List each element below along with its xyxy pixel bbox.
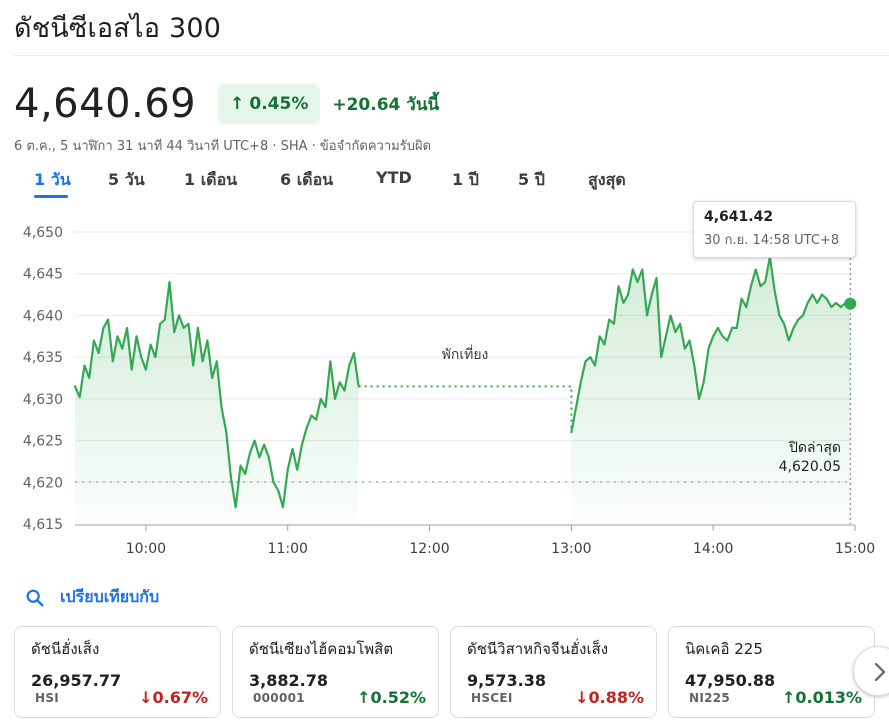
card-change: ↓0.67% bbox=[139, 688, 208, 707]
series-area-1 bbox=[75, 282, 359, 524]
compare-link[interactable]: เปรียบเทียบกับ bbox=[24, 585, 159, 610]
card-name: ดัชนีฮั่งเส็ง bbox=[31, 640, 100, 658]
tab-1-month[interactable]: 1 เดือน bbox=[184, 170, 238, 189]
search-icon bbox=[26, 589, 44, 607]
card-change: ↑0.52% bbox=[357, 688, 426, 707]
arrow-up-icon: ↑ bbox=[230, 94, 245, 114]
card-change-value: 0.52% bbox=[370, 688, 426, 707]
compare-card-nikkei[interactable]: นิคเคอิ 225 47,950.88 NI225 ↑0.013% bbox=[668, 626, 875, 718]
tab-5-days[interactable]: 5 วัน bbox=[108, 170, 145, 189]
y-tick-label: 4,640 bbox=[23, 308, 63, 324]
series-line-1 bbox=[73, 281, 360, 509]
card-change: ↓0.88% bbox=[575, 688, 644, 707]
series-line-2 bbox=[570, 255, 852, 434]
card-symbol: 000001 bbox=[253, 690, 305, 705]
y-tick-label: 4,620 bbox=[23, 475, 63, 491]
chevron-right-icon bbox=[874, 662, 886, 682]
page-title: ดัชนีซีเอสไอ 300 bbox=[14, 13, 222, 44]
tooltip-value: 4,641.42 bbox=[704, 209, 774, 225]
series-area-2 bbox=[571, 257, 851, 524]
card-name: ดัชนีเซียงไฮ้คอมโพสิต bbox=[249, 640, 394, 658]
card-price: 9,573.38 bbox=[467, 671, 546, 690]
card-price: 3,882.78 bbox=[249, 671, 328, 690]
hover-point bbox=[844, 297, 857, 310]
card-symbol: HSI bbox=[35, 690, 60, 705]
x-tick-label: 13:00 bbox=[551, 541, 591, 557]
card-change-value: 0.013% bbox=[795, 688, 862, 707]
compare-card-hscei[interactable]: ดัชนีวิสาหกิจจีนฮั่งเส็ง 9,573.38 HSCEI … bbox=[450, 626, 657, 718]
x-tick-label: 14:00 bbox=[693, 541, 733, 557]
tooltip-time: 30 ก.ย. 14:58 UTC+8 bbox=[704, 233, 840, 248]
card-symbol: HSCEI bbox=[471, 690, 513, 705]
previous-close-value: 4,620.05 bbox=[779, 459, 841, 475]
price-row: 4,640.69 ↑ 0.45% +20.64 วันนี้ bbox=[14, 80, 439, 128]
change-percent-badge: ↑ 0.45% bbox=[218, 84, 321, 124]
current-price: 4,640.69 bbox=[14, 81, 197, 127]
y-tick-label: 4,630 bbox=[23, 392, 63, 408]
arrow-up-icon: ↑ bbox=[357, 688, 371, 707]
card-name: ดัชนีวิสาหกิจจีนฮั่งเส็ง bbox=[467, 640, 609, 658]
previous-close-label: ปิดล่าสุด bbox=[788, 440, 841, 456]
tab-6-months[interactable]: 6 เดือน bbox=[280, 170, 334, 189]
range-tabs: 1 วัน 5 วัน 1 เดือน 6 เดือน YTD 1 ปี 5 ป… bbox=[0, 168, 889, 198]
x-tick-label: 12:00 bbox=[409, 541, 449, 557]
x-tick-label: 11:00 bbox=[268, 541, 308, 557]
card-price: 47,950.88 bbox=[685, 671, 776, 690]
title-divider bbox=[14, 55, 889, 56]
y-tick-label: 4,635 bbox=[23, 350, 63, 366]
tab-5-years[interactable]: 5 ปี bbox=[518, 170, 545, 189]
compare-card-shanghai[interactable]: ดัชนีเซียงไฮ้คอมโพสิต 3,882.78 000001 ↑0… bbox=[232, 626, 439, 718]
compare-label: เปรียบเทียบกับ bbox=[60, 587, 160, 606]
card-change-value: 0.67% bbox=[152, 688, 208, 707]
arrow-up-icon: ↑ bbox=[781, 688, 796, 707]
tab-1-year[interactable]: 1 ปี bbox=[452, 170, 479, 189]
quote-meta: 6 ต.ค., 5 นาฬิกา 31 นาที 44 วินาที UTC+8… bbox=[14, 139, 432, 154]
lunch-break-line bbox=[358, 385, 573, 433]
arrow-down-icon: ↓ bbox=[575, 688, 589, 707]
y-tick-label: 4,625 bbox=[23, 434, 63, 450]
tab-max[interactable]: สูงสุด bbox=[588, 170, 626, 189]
chart-tooltip: 4,641.42 30 ก.ย. 14:58 UTC+8 bbox=[693, 201, 856, 258]
x-tick-label: 10:00 bbox=[126, 541, 166, 557]
card-change: ↑0.013% bbox=[782, 688, 862, 707]
y-tick-label: 4,650 bbox=[23, 225, 63, 241]
tab-ytd[interactable]: YTD bbox=[376, 168, 412, 187]
compare-card-hsi[interactable]: ดัชนีฮั่งเส็ง 26,957.77 HSI ↓0.67% bbox=[14, 626, 221, 718]
card-change-value: 0.88% bbox=[588, 688, 644, 707]
active-tab-indicator bbox=[34, 195, 68, 198]
change-percent: 0.45% bbox=[249, 94, 309, 114]
tab-1-day[interactable]: 1 วัน bbox=[34, 170, 71, 189]
card-name: นิคเคอิ 225 bbox=[685, 640, 763, 658]
x-tick-label: 15:00 bbox=[835, 541, 875, 557]
change-absolute: +20.64 วันนี้ bbox=[332, 94, 440, 115]
y-tick-label: 4,645 bbox=[23, 267, 63, 283]
card-price: 26,957.77 bbox=[31, 671, 122, 690]
card-symbol: NI225 bbox=[689, 690, 731, 705]
lunch-break-label: พักเที่ยง bbox=[442, 345, 489, 363]
price-chart[interactable]: 4,650 4,645 4,640 4,635 4,630 4,625 4,620 4,615… bbox=[0, 198, 889, 568]
y-tick-label: 4,615 bbox=[23, 517, 63, 533]
arrow-down-icon: ↓ bbox=[139, 688, 153, 707]
